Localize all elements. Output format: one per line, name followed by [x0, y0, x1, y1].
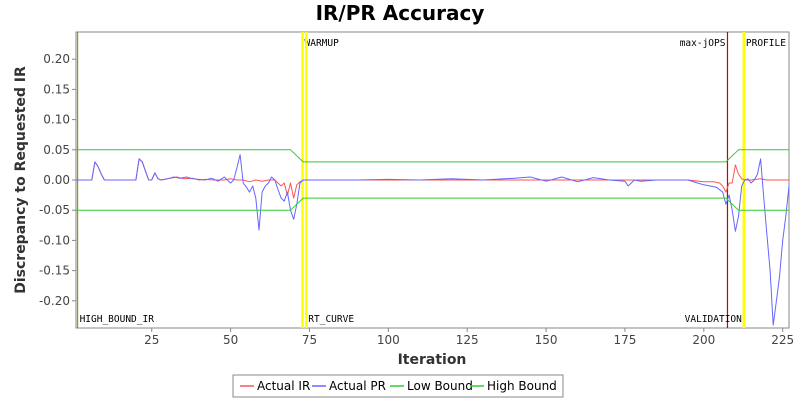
chart-title: IR/PR Accuracy — [316, 1, 485, 25]
y-tick-label: -0.20 — [39, 294, 70, 308]
y-tick-label: 0.15 — [43, 82, 70, 96]
marker-label: max-jOPS — [680, 38, 726, 49]
y-tick-label: -0.05 — [39, 203, 70, 217]
marker-label: VALIDATION — [685, 314, 742, 325]
y-tick-label: 0.10 — [43, 113, 70, 127]
x-tick-label: 175 — [613, 333, 636, 347]
marker-label: RT_CURVE — [308, 314, 354, 325]
x-tick-label: 100 — [377, 333, 400, 347]
x-tick-label: 25 — [144, 333, 159, 347]
legend-label: Actual PR — [329, 379, 386, 393]
y-tick-label: 0.00 — [43, 173, 70, 187]
y-axis-title: Discrepancy to Requested IR — [13, 66, 29, 294]
legend: Actual IR Actual PR Low Bound High Bound — [232, 374, 564, 398]
x-axis-title: Iteration — [398, 352, 467, 368]
y-tick-label: 0.20 — [43, 52, 70, 66]
x-tick-label: 50 — [223, 333, 238, 347]
legend-label: High Bound — [487, 379, 557, 393]
legend-label: Low Bound — [407, 379, 473, 393]
legend-label: Actual IR — [257, 379, 310, 393]
y-tick-label: 0.05 — [43, 143, 70, 157]
series-line — [76, 149, 789, 163]
marker-label: WARMUP — [305, 38, 340, 49]
x-tick-label: 225 — [771, 333, 794, 347]
x-tick-label: 125 — [456, 333, 479, 347]
y-tick-label: -0.10 — [39, 233, 70, 247]
x-tick-label: 150 — [535, 333, 558, 347]
series-line — [76, 154, 790, 326]
x-tick-label: 75 — [302, 333, 317, 347]
marker-label: HIGH_BOUND_IR — [80, 314, 155, 325]
series-line — [76, 197, 789, 211]
x-tick-label: 200 — [692, 333, 715, 347]
plot-area: 0.20 0.15 0.10 0.05 0.00 -0.05 -0.10 -0.15 -0.20… — [39, 31, 794, 347]
y-tick-label: -0.15 — [39, 264, 70, 278]
marker-label: PROFILE — [746, 38, 786, 49]
